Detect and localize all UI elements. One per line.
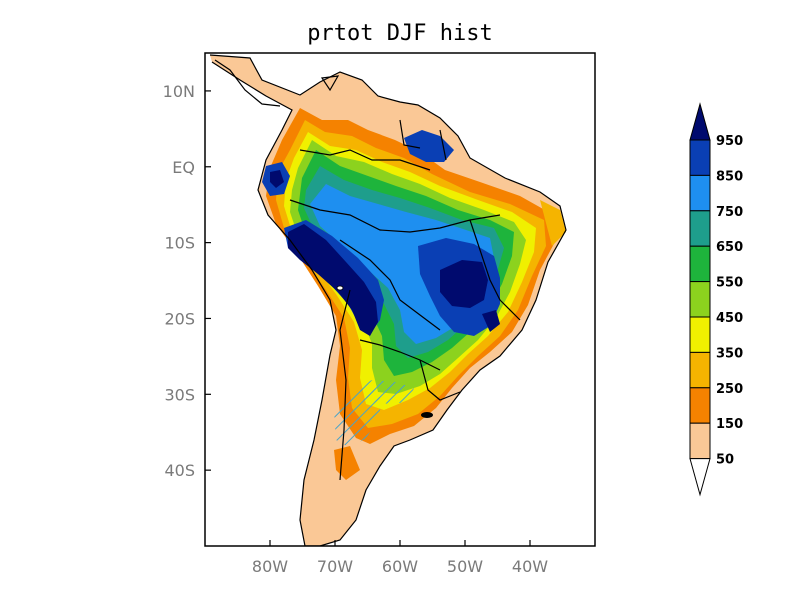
- colorbar-segment: [689, 351, 711, 389]
- colorbar-segment: [689, 281, 711, 318]
- hatched-region: [334, 388, 382, 448]
- level-250-coast: [540, 200, 566, 246]
- map-panel: [205, 53, 595, 546]
- colorbar: 950 850 750 650 550 450 350 250 150 50: [689, 102, 743, 497]
- chart-title: prtot DJF hist: [307, 21, 492, 46]
- country-border: [469, 219, 521, 321]
- colorbar-bottom-triangle: [689, 458, 711, 497]
- lagoon-mark: [421, 412, 433, 418]
- lon-tick-label: 50W: [447, 557, 483, 576]
- colorbar-segment: [689, 245, 711, 283]
- lat-tick-label: 40S: [164, 461, 195, 480]
- colorbar-segment: [689, 422, 711, 460]
- country-border: [339, 289, 351, 481]
- colorbar-label: 550: [716, 276, 743, 291]
- lat-tick-label: 20S: [164, 309, 195, 328]
- colorbar-label: 350: [716, 346, 743, 361]
- lat-tick-label: 10S: [164, 234, 195, 253]
- lake-titicaca: [336, 285, 344, 291]
- lat-tick-label: 30S: [164, 385, 195, 404]
- colorbar-segment: [689, 316, 711, 353]
- level-950-region-se: [482, 310, 500, 332]
- colorbar-label: 850: [716, 169, 743, 184]
- colorbar-label: 950: [716, 134, 743, 149]
- country-border: [359, 339, 441, 371]
- colorbar-label: 250: [716, 382, 743, 397]
- colorbar-label: 650: [716, 240, 743, 255]
- colorbar-top-triangle: [689, 102, 711, 141]
- lat-tick-label: 10N: [163, 82, 195, 101]
- country-border: [439, 129, 447, 161]
- lat-ticks: 10N EQ 10S 20S 30S 40S: [163, 82, 211, 480]
- colorbar-label: 750: [716, 205, 743, 220]
- central-america: [214, 59, 281, 107]
- level-950-region: [288, 224, 378, 336]
- colorbar-segment: [689, 174, 711, 212]
- hatched-region-north: [356, 380, 414, 404]
- island-north: [320, 75, 340, 92]
- country-border: [419, 359, 461, 401]
- country-border: [289, 199, 501, 233]
- lon-tick-label: 40W: [512, 557, 548, 576]
- colorbar-segment: [689, 210, 711, 247]
- lon-tick-label: 70W: [317, 557, 353, 576]
- coastlines-and-borders: [209, 54, 567, 546]
- lon-tick-label: 80W: [252, 557, 288, 576]
- colorbar-label: 150: [716, 417, 743, 432]
- colorbar-segment: [689, 139, 711, 176]
- level-950-region-nw: [270, 170, 284, 188]
- lon-tick-label: 60W: [382, 557, 418, 576]
- country-border: [299, 149, 431, 171]
- lat-tick-label: EQ: [172, 158, 195, 177]
- country-border: [339, 239, 441, 331]
- precip-fill: [210, 55, 566, 546]
- colorbar-segment: [689, 387, 711, 424]
- level-950-region-east: [440, 260, 488, 308]
- colorbar-label: 50: [716, 453, 734, 468]
- colorbar-label: 450: [716, 311, 743, 326]
- continent-coastline: [209, 54, 567, 546]
- lon-ticks: 80W 70W 60W 50W 40W: [252, 540, 548, 576]
- country-border: [399, 119, 421, 149]
